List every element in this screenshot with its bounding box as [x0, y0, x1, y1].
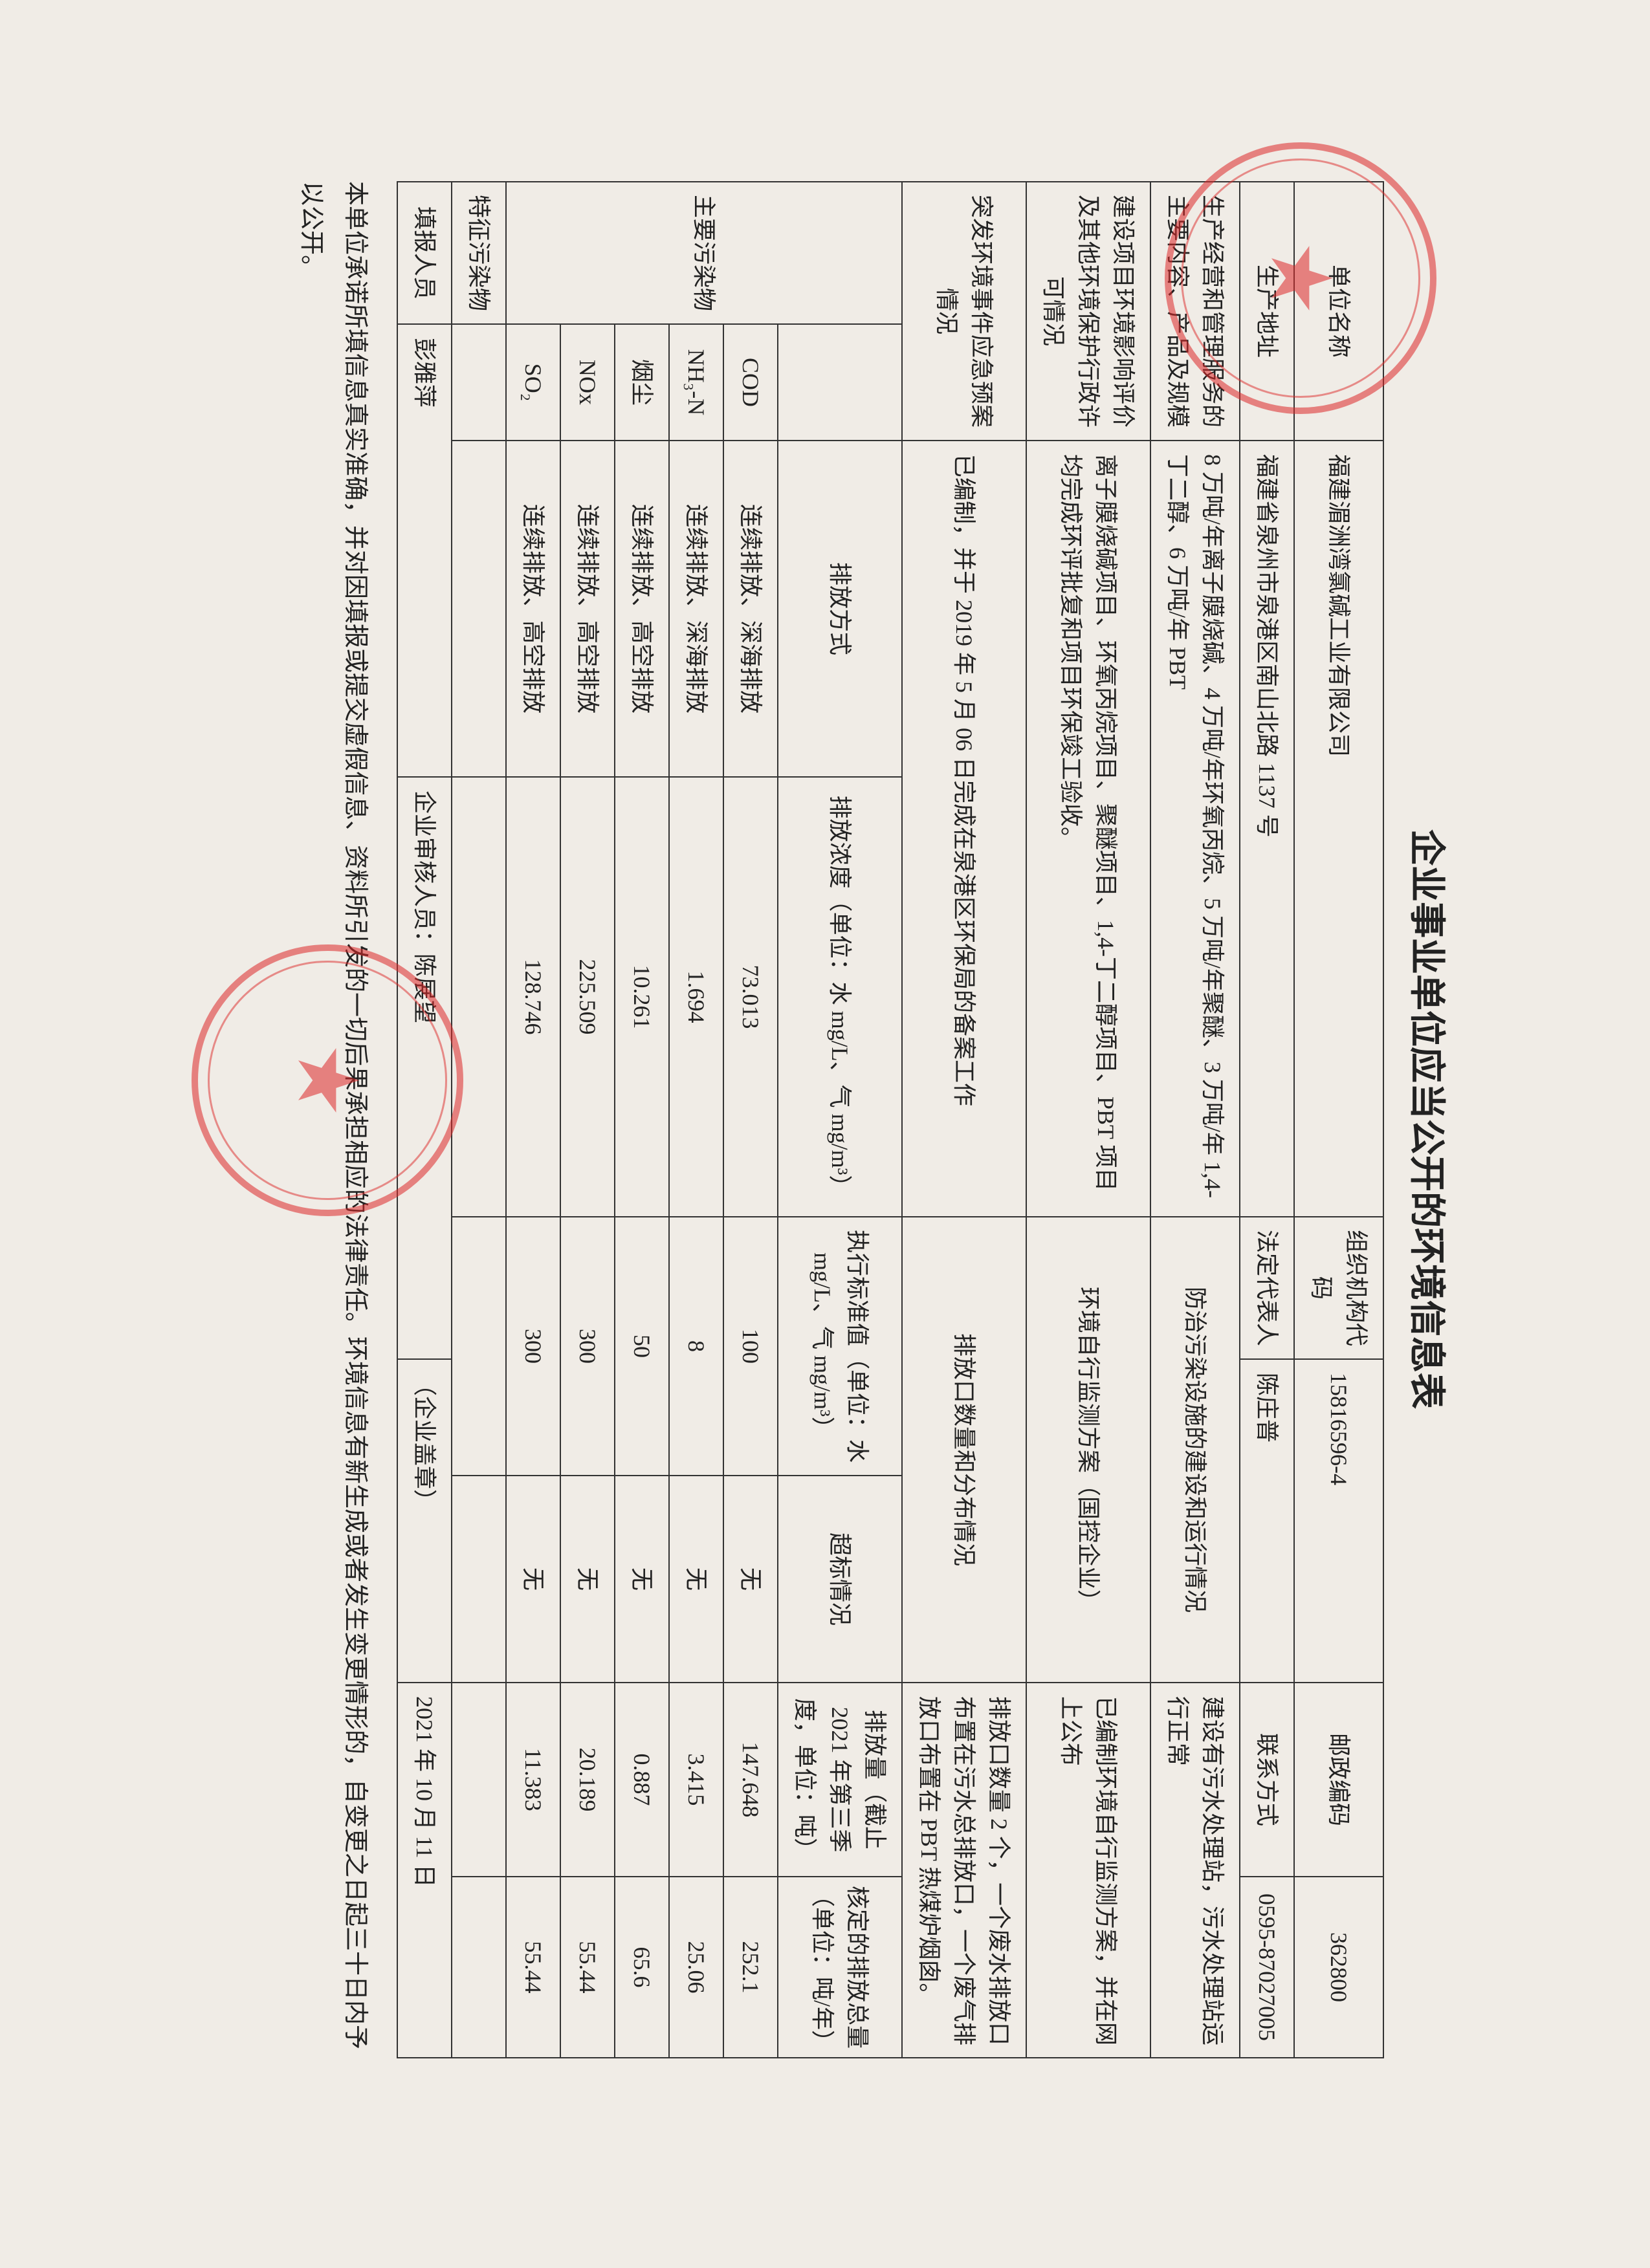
pollutant-std: 50: [615, 1217, 669, 1476]
address-label: 生产地址: [1240, 182, 1294, 441]
eia-label: 建设项目环境影响评价及其他环境保护行政许可情况: [1026, 182, 1150, 441]
environment-info-table: 单位名称 福建湄洲湾氯碱工业有限公司 组织机构代码 15816596-4 邮政编…: [397, 181, 1384, 2058]
pollutant-conc: 128.746: [506, 777, 560, 1217]
pollutant-conc: 73.013: [723, 777, 778, 1217]
unit-name: 福建湄洲湾氯碱工业有限公司: [1294, 441, 1383, 1217]
table-row: 填报人员 彭雅萍 企业审核人员：陈展望 （企业盖章） 2021 年 10 月 1…: [397, 182, 452, 2058]
empty-cell: [452, 324, 506, 441]
table-row: NH₃-N 连续排放、深海排放 1.694 8 无 3.415 25.06: [669, 182, 723, 2058]
table-row: SO₂ 连续排放、高空排放 128.746 300 无 11.383 55.44: [506, 182, 560, 2058]
empty-cell: [452, 1683, 506, 1877]
empty-cell: [452, 777, 506, 1217]
pollutant-method: 连续排放、深海排放: [669, 441, 723, 777]
table-row: 烟尘 连续排放、高空排放 10.261 50 无 0.887 65.6: [615, 182, 669, 2058]
pollutant-name: COD: [723, 324, 778, 441]
production-label: 生产经营和管理服务的主要内容、产品及规模: [1150, 182, 1240, 441]
legal-rep: 陈庄普: [1240, 1359, 1294, 1683]
emergency-label: 突发环境事件应急预案情况: [902, 182, 1026, 441]
table-row: 生产经营和管理服务的主要内容、产品及规模 8 万吨/年离子膜烧碱、4 万吨/年环…: [1150, 182, 1240, 2058]
table-row: 生产地址 福建省泉州市泉港区南山北路 1137 号 法定代表人 陈庄普 联系方式…: [1240, 182, 1294, 2058]
stamp-label: （企业盖章）: [397, 1359, 452, 1683]
pollutant-name: SO₂: [506, 324, 560, 441]
pollutant-conc: 225.509: [560, 777, 615, 1217]
pollutant-exceed: 无: [723, 1476, 778, 1683]
empty-cell: [452, 1877, 506, 2058]
production: 8 万吨/年离子膜烧碱、4 万吨/年环氧丙烷、5 万吨/年聚醚、3 万吨/年 1…: [1150, 441, 1240, 1217]
pollutant-method: 连续排放、高空排放: [506, 441, 560, 777]
table-row: NOx 连续排放、高空排放 225.509 300 无 20.189 55.44: [560, 182, 615, 2058]
pollutant-approved: 25.06: [669, 1877, 723, 2058]
pollutant-approved: 65.6: [615, 1877, 669, 2058]
table-row: 主要污染物 排放方式 排放浓度（单位：水 mg/L、气 mg/m³） 执行标准值…: [778, 182, 902, 2058]
org-code-label: 组织机构代码: [1294, 1217, 1383, 1359]
monitoring-plan-label: 环境自行监测方案（国控企业）: [1026, 1217, 1150, 1683]
address: 福建省泉州市泉港区南山北路 1137 号: [1240, 441, 1294, 1217]
table-row: 特征污染物: [452, 182, 506, 2058]
pollutant-amount: 11.383: [506, 1683, 560, 1877]
pollutant-amount: 147.648: [723, 1683, 778, 1877]
pollutant-header-exceed: 超标情况: [778, 1476, 902, 1683]
pollutant-approved: 55.44: [506, 1877, 560, 2058]
emergency: 已编制，并于 2019 年 5 月 06 日完成在泉港区环保局的备案工作: [902, 441, 1026, 1217]
postal-code: 362800: [1294, 1877, 1383, 2058]
reporter: 彭雅萍: [397, 324, 452, 777]
pollutant-std: 8: [669, 1217, 723, 1476]
outlet: 排放口数量 2 个，一个废水排放口布置在污水总排放口，一个废气排放口布置在 PB…: [902, 1683, 1026, 2058]
pollutant-method: 连续排放、高空排放: [615, 441, 669, 777]
contact-label: 联系方式: [1240, 1683, 1294, 1877]
pollutant-header-amount: 排放量（截止 2021 年第三季度，单位：吨）: [778, 1683, 902, 1877]
pollutant-name: 烟尘: [615, 324, 669, 441]
table-row: COD 连续排放、深海排放 73.013 100 无 147.648 252.1: [723, 182, 778, 2058]
pollutant-approved: 55.44: [560, 1877, 615, 2058]
pollutant-std: 300: [506, 1217, 560, 1476]
pollutant-header-approved: 核定的排放总量（单位：吨/年）: [778, 1877, 902, 2058]
pollutant-amount: 3.415: [669, 1683, 723, 1877]
outlet-label: 排放口数量和分布情况: [902, 1217, 1026, 1683]
pollutant-std: 100: [723, 1217, 778, 1476]
pollutant-exceed: 无: [669, 1476, 723, 1683]
pollutant-header-method: 排放方式: [778, 441, 902, 777]
pollutant-name: NOx: [560, 324, 615, 441]
pollutant-amount: 20.189: [560, 1683, 615, 1877]
pollutant-exceed: 无: [506, 1476, 560, 1683]
pollutant-amount: 0.887: [615, 1683, 669, 1877]
table-row: 单位名称 福建湄洲湾氯碱工业有限公司 组织机构代码 15816596-4 邮政编…: [1294, 182, 1383, 2058]
eia: 离子膜烧碱项目、环氧丙烷项目、聚醚项目、1,4-丁二醇项目、PBT 项目均完成环…: [1026, 441, 1150, 1217]
date: 2021 年 10 月 11 日: [397, 1683, 452, 2058]
pollutant-name: NH₃-N: [669, 324, 723, 441]
pollution-facility: 建设有污水处理站，污水处理站运行正常: [1150, 1683, 1240, 2058]
pollutant-exceed: 无: [560, 1476, 615, 1683]
pollutant-header-conc: 排放浓度（单位：水 mg/L、气 mg/m³）: [778, 777, 902, 1217]
pollutant-approved: 252.1: [723, 1877, 778, 2058]
pollutant-exceed: 无: [615, 1476, 669, 1683]
special-pollutant-label: 特征污染物: [452, 182, 506, 324]
pollution-facility-label: 防治污染设施的建设和运行情况: [1150, 1217, 1240, 1683]
reporter-label: 填报人员: [397, 182, 452, 324]
table-row: 突发环境事件应急预案情况 已编制，并于 2019 年 5 月 06 日完成在泉港…: [902, 182, 1026, 2058]
table-row: 建设项目环境影响评价及其他环境保护行政许可情况 离子膜烧碱项目、环氧丙烷项目、聚…: [1026, 182, 1150, 2058]
main-pollutant-label: 主要污染物: [506, 182, 902, 324]
empty-cell: [452, 441, 506, 777]
empty-cell: [452, 1476, 506, 1683]
legal-rep-label: 法定代表人: [1240, 1217, 1294, 1359]
pollutant-method: 连续排放、高空排放: [560, 441, 615, 777]
pollutant-header-std: 执行标准值（单位：水 mg/L、气 mg/m³）: [778, 1217, 902, 1476]
empty-cell: [452, 1217, 506, 1476]
disclaimer-text: 本单位承诺所填信息真实准确，并对因填报或提交虚假信息、资料所引发的一切后果承担相…: [289, 181, 377, 2057]
postal-label: 邮政编码: [1294, 1683, 1383, 1877]
pollutant-conc: 10.261: [615, 777, 669, 1217]
org-code: 15816596-4: [1294, 1359, 1383, 1683]
page-title: 企业事业单位应当公开的环境信息表: [1403, 181, 1456, 2057]
pollutant-method: 连续排放、深海排放: [723, 441, 778, 777]
unit-name-label: 单位名称: [1294, 182, 1383, 441]
contact: 0595-87027005: [1240, 1877, 1294, 2058]
auditor: 企业审核人员：陈展望: [397, 777, 452, 1359]
pollutant-conc: 1.694: [669, 777, 723, 1217]
monitoring-plan: 已编制环境自行监测方案，并在网上公布: [1026, 1683, 1150, 2058]
pollutant-header-name: [778, 324, 902, 441]
pollutant-std: 300: [560, 1217, 615, 1476]
